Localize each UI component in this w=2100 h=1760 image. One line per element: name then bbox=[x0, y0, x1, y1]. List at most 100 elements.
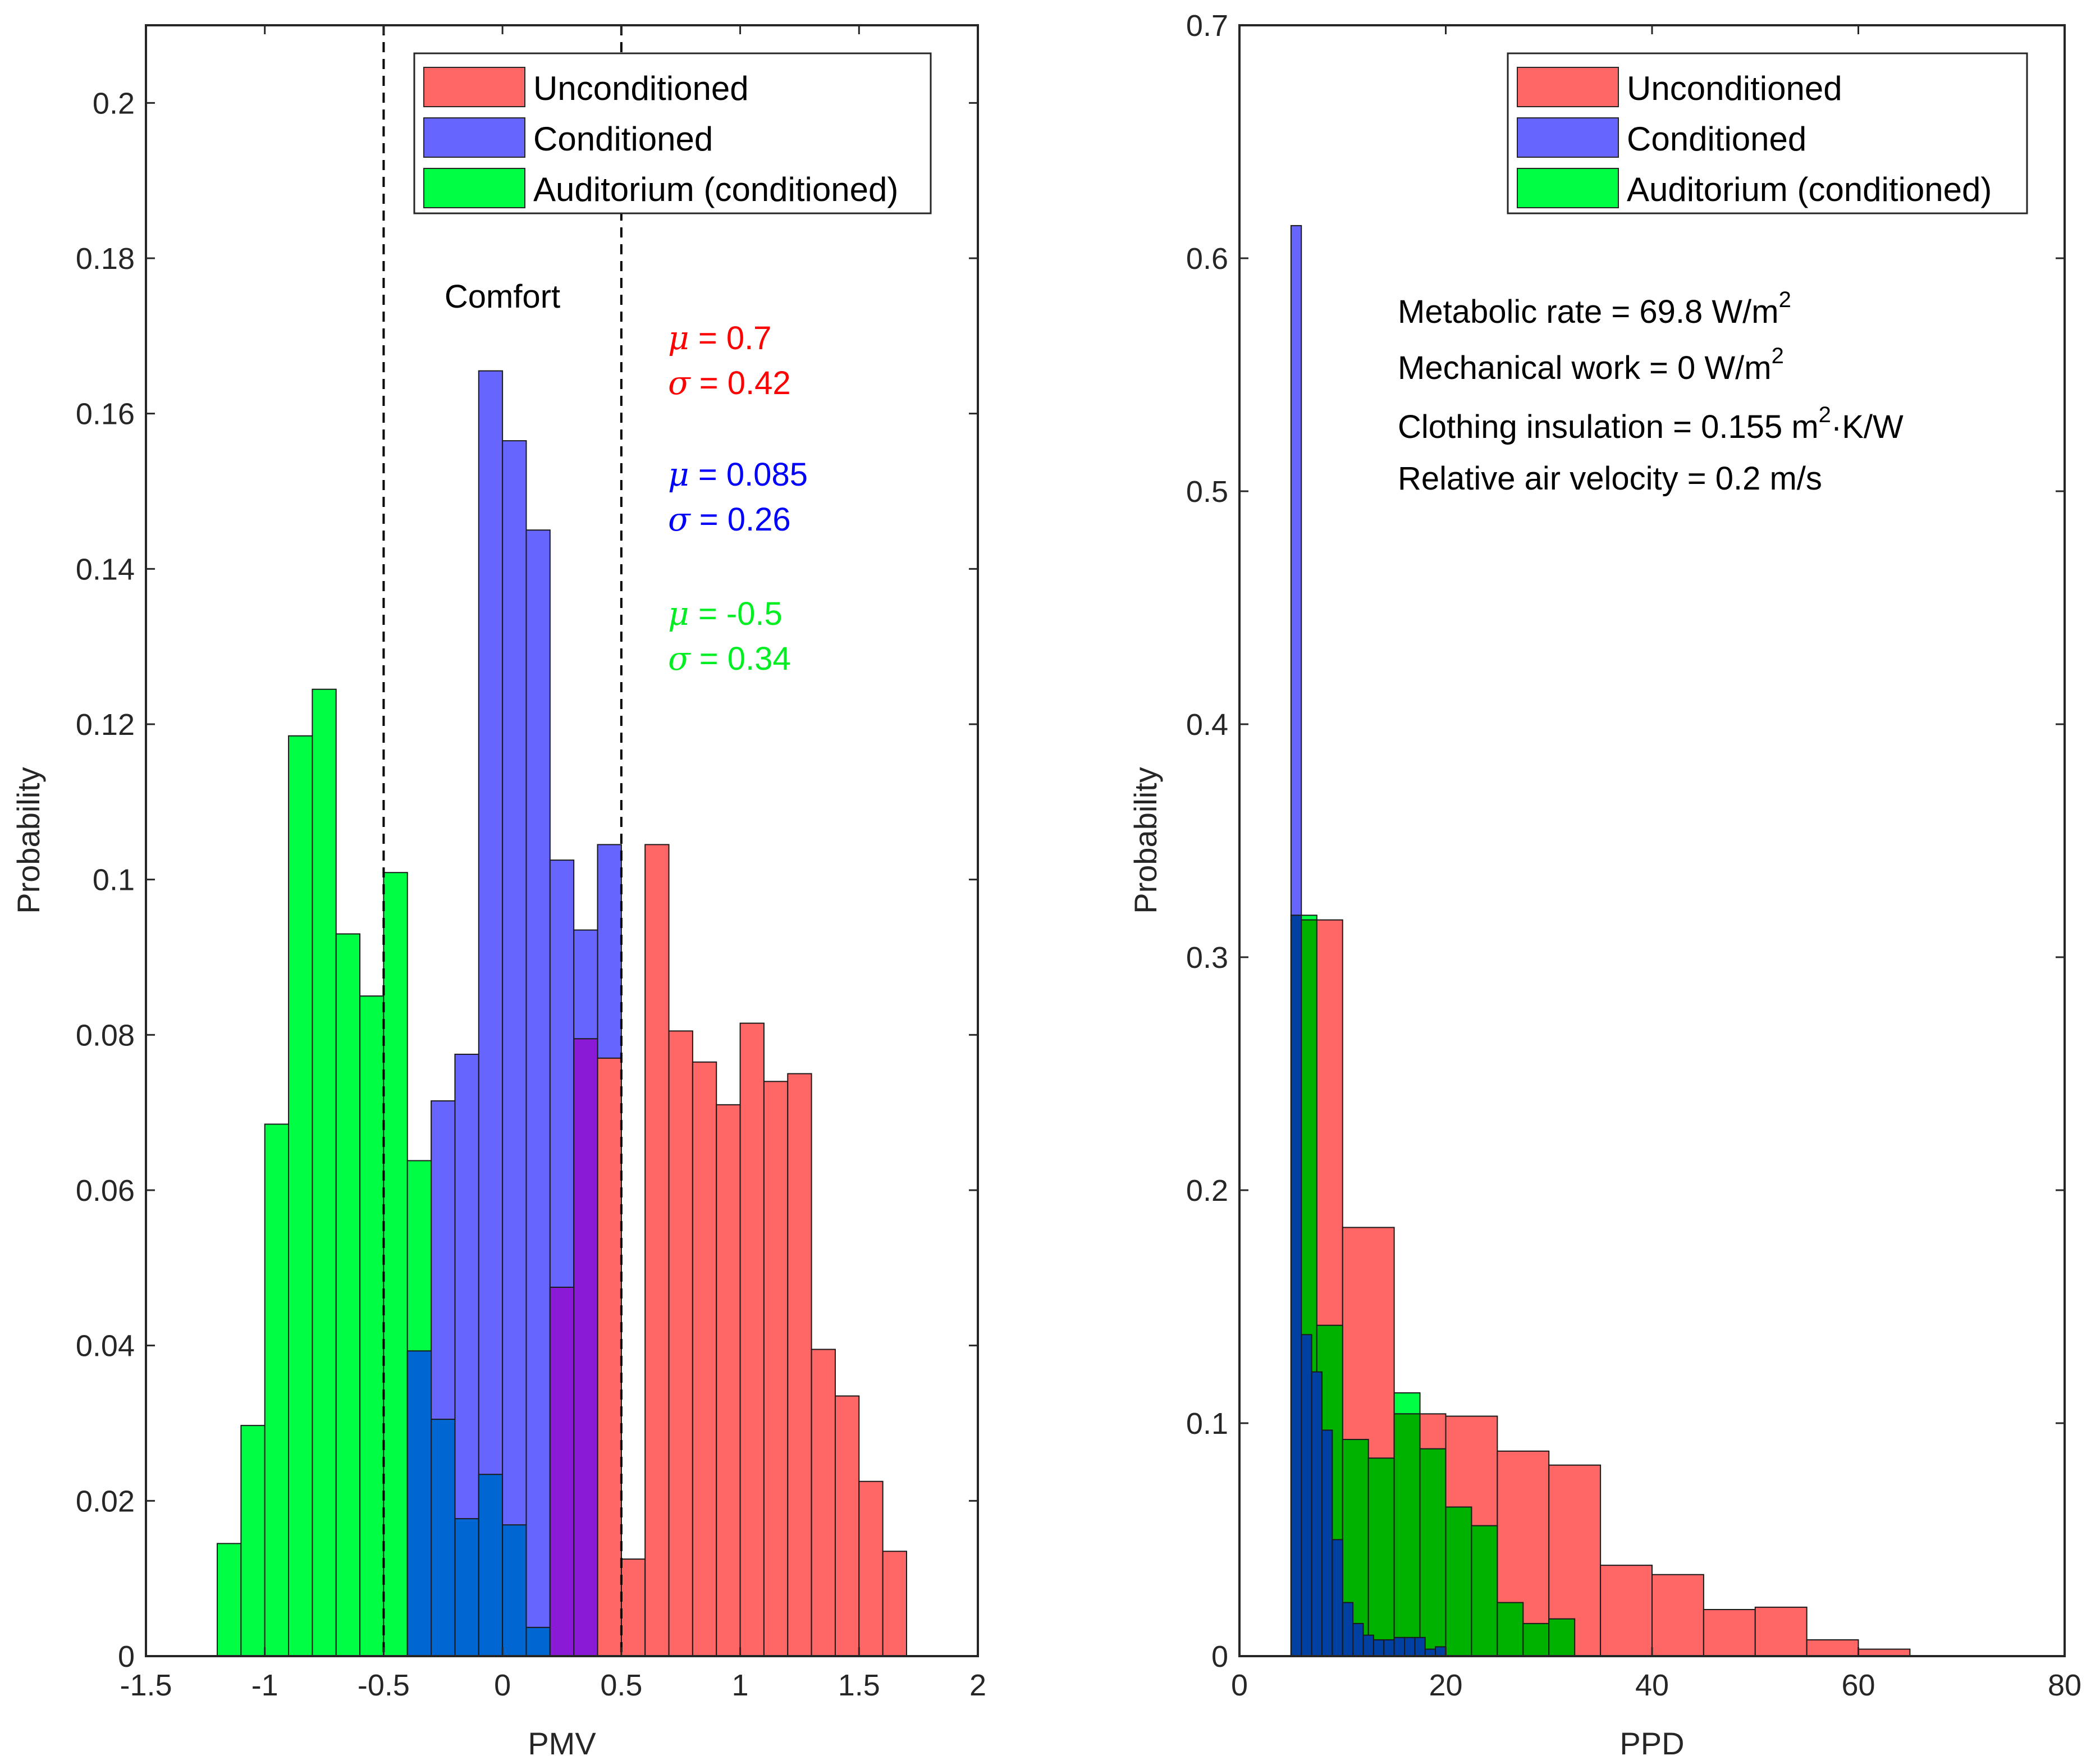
unconditioned-mean: μ = 0.7 bbox=[668, 319, 771, 357]
pmv-legend-swatch-conditioned bbox=[423, 117, 525, 158]
pmv-x-tick-label: 2 bbox=[969, 1668, 986, 1702]
unconditioned-std: σ = 0.42 bbox=[668, 364, 791, 402]
ppd-x-axis-label: PPD bbox=[1619, 1726, 1684, 1760]
ppd-legend-label-conditioned: Conditioned bbox=[1627, 120, 1806, 158]
ppd-y-tick-label: 0.6 bbox=[1186, 242, 1228, 276]
pmv-x-tick-label: 1 bbox=[732, 1668, 749, 1702]
pmv-bar-auditorium bbox=[217, 1543, 242, 1657]
ppd-bar-auditorium bbox=[1367, 1457, 1395, 1657]
pmv-y-tick-label: 0.18 bbox=[76, 242, 135, 276]
ppd-bar-unconditioned bbox=[1806, 1639, 1859, 1657]
ppd-bar-conditioned bbox=[1342, 1602, 1354, 1657]
pmv-bar-conditioned bbox=[478, 370, 504, 1657]
pmv-bar-unconditioned bbox=[716, 1104, 741, 1657]
pmv-bar-auditorium bbox=[359, 995, 385, 1657]
mechanical-work-note: Mechanical work = 0 W/m2 bbox=[1398, 344, 1784, 386]
ppd-bar-auditorium bbox=[1393, 1413, 1421, 1657]
ppd-legend-label-auditorium: Auditorium (conditioned) bbox=[1627, 171, 1992, 208]
pmv-y-axis-label: Probability bbox=[11, 767, 46, 913]
conditioned-std: σ = 0.26 bbox=[668, 500, 791, 538]
ppd-bar-conditioned bbox=[1290, 915, 1302, 1657]
pmv-bar-unconditioned bbox=[668, 1030, 693, 1657]
ppd-y-tick-label: 0.1 bbox=[1186, 1407, 1228, 1441]
pmv-bar-unconditioned bbox=[549, 1286, 575, 1657]
ppd-bar-conditioned bbox=[1435, 1646, 1447, 1657]
pmv-histogram-panel: -1.5 -1 -0.5 0 0.5 1 1.5 2 0 0.02 0.04 0.06 0.08 0.1 0… bbox=[11, 24, 986, 1760]
pmv-y-tick-label: 0.06 bbox=[76, 1174, 135, 1208]
pmv-y-tick-label: 0.08 bbox=[76, 1018, 135, 1052]
ppd-bar-unconditioned bbox=[1754, 1606, 1808, 1657]
ppd-bar-auditorium bbox=[1548, 1618, 1576, 1657]
pmv-bar-unconditioned bbox=[597, 1057, 622, 1657]
pmv-bar-auditorium bbox=[383, 872, 408, 1657]
ppd-bar-unconditioned bbox=[1703, 1609, 1756, 1657]
ppd-bar-conditioned bbox=[1393, 1636, 1405, 1657]
metabolic-rate-note: Metabolic rate = 69.8 W/m2 bbox=[1398, 287, 1791, 330]
pmv-bar-conditioned bbox=[502, 440, 527, 1657]
auditorium-std: σ = 0.34 bbox=[668, 639, 791, 678]
ppd-bar-conditioned bbox=[1301, 1334, 1312, 1657]
ppd-y-tick-label: 0.5 bbox=[1186, 475, 1228, 509]
ppd-y-axis-label: Probability bbox=[1128, 767, 1163, 913]
ppd-y-tick-label: 0.7 bbox=[1186, 9, 1228, 43]
pmv-bar-unconditioned bbox=[787, 1073, 812, 1657]
pmv-legend-swatch-unconditioned bbox=[423, 67, 525, 107]
pmv-stats-unconditioned: μ = 0.7 σ = 0.42 bbox=[668, 319, 791, 402]
ppd-bar-conditioned bbox=[1404, 1636, 1416, 1657]
pmv-x-tick-label: -0.5 bbox=[358, 1668, 410, 1702]
air-velocity-note: Relative air velocity = 0.2 m/s bbox=[1398, 460, 1822, 497]
pmv-x-tick-label: -1 bbox=[251, 1668, 278, 1702]
ppd-x-tick-label: 20 bbox=[1429, 1668, 1462, 1702]
pmv-bar-conditioned bbox=[525, 529, 551, 1657]
auditorium-mean: μ = -0.5 bbox=[668, 595, 783, 633]
ppd-x-tick-label: 80 bbox=[2048, 1668, 2081, 1702]
ppd-y-tick-label: 0.2 bbox=[1186, 1174, 1228, 1208]
ppd-bar-conditioned bbox=[1414, 1636, 1426, 1657]
ppd-annotations: Metabolic rate = 69.8 W/m2 Mechanical wo… bbox=[1398, 287, 1904, 497]
pmv-bar-auditorium bbox=[240, 1425, 266, 1657]
ppd-bar-unconditioned bbox=[1600, 1565, 1653, 1657]
pmv-bar-unconditioned bbox=[739, 1022, 765, 1657]
pmv-y-tick-label: 0.12 bbox=[76, 708, 135, 742]
pmv-bar-auditorium bbox=[312, 688, 337, 1657]
pmv-stats-auditorium: μ = -0.5 σ = 0.34 bbox=[668, 595, 791, 678]
pmv-y-tick-label: 0.2 bbox=[93, 86, 135, 120]
ppd-bar-conditioned bbox=[1372, 1639, 1385, 1657]
ppd-bar-auditorium bbox=[1471, 1525, 1498, 1657]
ppd-histogram-panel: 0 20 40 60 80 0 0.1 0.2 0.3 0.4 0.5 0.6 0.7 PPD Prob… bbox=[1128, 9, 2081, 1760]
pmv-stats-conditioned: μ = 0.085 σ = 0.26 bbox=[668, 455, 808, 538]
pmv-legend: Unconditioned Conditioned Auditorium (co… bbox=[413, 52, 932, 214]
ppd-legend-swatch-unconditioned bbox=[1517, 67, 1619, 107]
pmv-bar-auditorium bbox=[335, 933, 361, 1657]
pmv-bar-unconditioned bbox=[882, 1551, 907, 1657]
pmv-bar-auditorium bbox=[431, 1419, 456, 1657]
ppd-x-tick-label: 0 bbox=[1231, 1668, 1248, 1702]
pmv-y-tick-label: 0 bbox=[118, 1640, 135, 1674]
ppd-y-tick-label: 0.4 bbox=[1186, 708, 1228, 742]
ppd-bar-conditioned bbox=[1311, 1371, 1323, 1657]
ppd-y-tick-label: 0.3 bbox=[1186, 941, 1228, 975]
pmv-bar-unconditioned bbox=[834, 1395, 860, 1657]
pmv-x-tick-label: 1.5 bbox=[838, 1668, 880, 1702]
pmv-legend-label-auditorium: Auditorium (conditioned) bbox=[533, 171, 898, 208]
pmv-bar-conditioned bbox=[406, 1350, 432, 1657]
comfort-label: Comfort bbox=[445, 278, 560, 315]
pmv-comfort-lines bbox=[382, 25, 623, 1656]
pmv-bar-auditorium bbox=[502, 1524, 527, 1657]
pmv-bar-auditorium bbox=[264, 1123, 290, 1657]
pmv-x-tick-label: -1.5 bbox=[120, 1668, 172, 1702]
ppd-bar-auditorium bbox=[1497, 1602, 1524, 1657]
pmv-bar-unconditioned bbox=[644, 844, 670, 1657]
ppd-legend-swatch-auditorium bbox=[1517, 168, 1619, 208]
ppd-bar-auditorium bbox=[1445, 1506, 1472, 1657]
pmv-bar-unconditioned bbox=[811, 1348, 836, 1657]
ppd-legend-swatch-conditioned bbox=[1517, 117, 1619, 158]
pmv-bar-unconditioned bbox=[620, 1558, 646, 1657]
ppd-bar-unconditioned bbox=[1651, 1574, 1704, 1657]
pmv-bar-auditorium bbox=[525, 1626, 551, 1657]
pmv-bar-unconditioned bbox=[858, 1480, 884, 1657]
pmv-x-tick-label: 0.5 bbox=[600, 1668, 642, 1702]
pmv-legend-label-unconditioned: Unconditioned bbox=[533, 70, 749, 107]
ppd-x-tick-label: 40 bbox=[1635, 1668, 1669, 1702]
